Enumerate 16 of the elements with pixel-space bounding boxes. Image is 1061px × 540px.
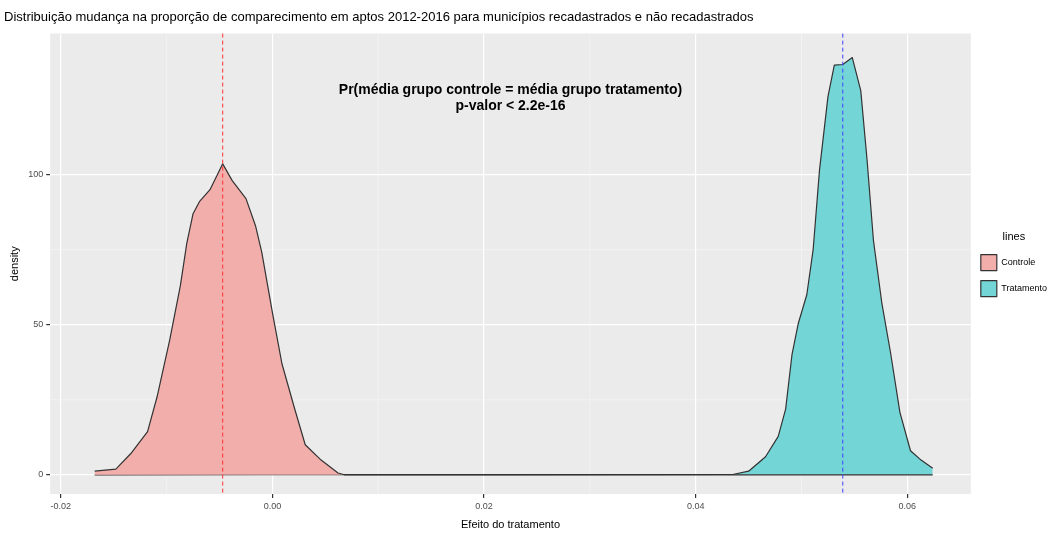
x-tick-label: 0.02 bbox=[475, 500, 493, 511]
annotation: Pr(média grupo controle = média grupo tratamento) bbox=[338, 80, 683, 97]
x-tick-label: 0.04 bbox=[686, 500, 705, 511]
annotation: p-valor < 2.2e-16 bbox=[455, 96, 566, 113]
x-axis-title: Efeito do tratamento bbox=[460, 518, 561, 531]
x-tick-label: 0.00 bbox=[263, 500, 282, 511]
legend-label: Controle bbox=[1001, 257, 1036, 268]
y-tick-label: 50 bbox=[33, 319, 44, 330]
legend-title: lines bbox=[1002, 229, 1026, 242]
chart-title: Distribuição mudança na proporção de comparecimento em aptos 2012-2016 para municípios recadastrados e não recadastrados bbox=[4, 9, 754, 25]
y-tick-label: 0 bbox=[38, 469, 44, 480]
x-tick-label: 0.06 bbox=[898, 500, 917, 511]
legend-label: Tratamento bbox=[1001, 283, 1047, 294]
y-axis-title: density bbox=[7, 245, 20, 282]
x-tick-label: -0.02 bbox=[50, 500, 72, 511]
y-tick-label: 100 bbox=[28, 169, 44, 180]
